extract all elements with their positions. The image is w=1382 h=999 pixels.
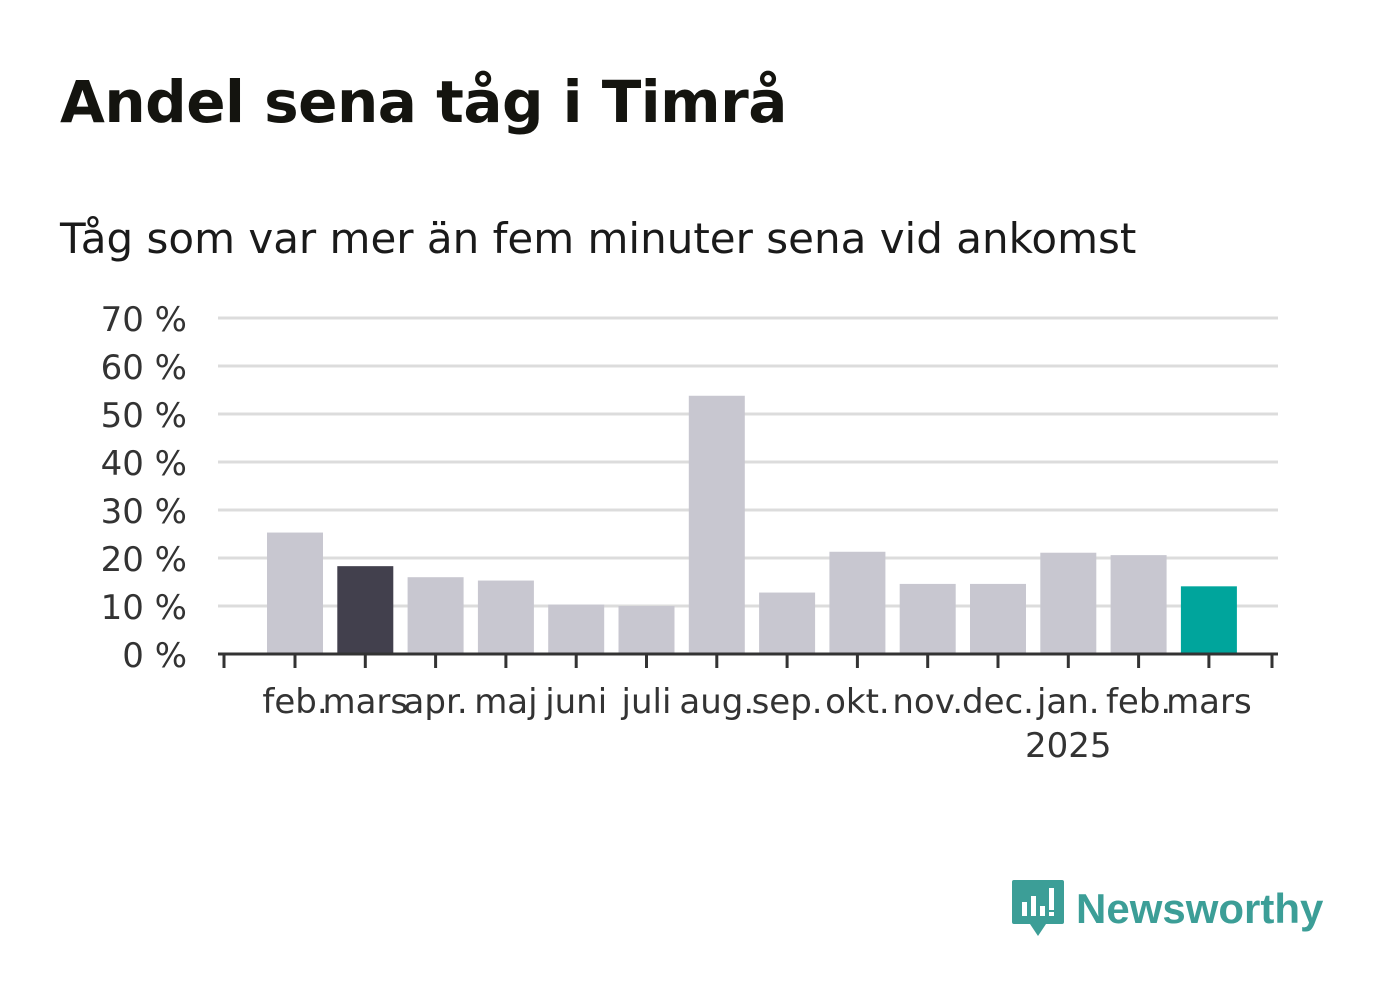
- bar: [267, 532, 323, 654]
- newsworthy-logo: Newsworthy: [1010, 878, 1323, 940]
- bar: [1180, 586, 1237, 654]
- x-tick-label: feb.: [1106, 682, 1171, 722]
- bar: [899, 583, 956, 654]
- bar: [477, 580, 534, 654]
- x-tick-label: feb.: [262, 682, 327, 722]
- bar: [548, 604, 605, 654]
- x-tick-label: juni: [544, 682, 607, 722]
- chart-title: Andel sena tåg i Timrå: [60, 68, 787, 136]
- x-tick-label: okt.: [825, 682, 890, 722]
- x-tick-label: apr.: [404, 682, 468, 722]
- newsworthy-logo-icon: [1012, 880, 1064, 936]
- y-tick-label: 20 %: [101, 540, 187, 580]
- brand-name: Newsworthy: [1076, 885, 1324, 932]
- y-tick-label: 30 %: [101, 492, 187, 532]
- bar: [407, 577, 464, 654]
- bar: [688, 395, 745, 654]
- x-tick-label: dec.: [962, 682, 1034, 722]
- y-tick-label: 40 %: [101, 444, 187, 484]
- bar: [829, 551, 886, 654]
- y-tick-label: 50 %: [101, 396, 187, 436]
- chart-subtitle: Tåg som var mer än fem minuter sena vid …: [60, 214, 1137, 263]
- x-tick-label: mars: [1166, 682, 1252, 722]
- bar: [337, 566, 394, 654]
- x-tick-label: juli: [621, 682, 672, 722]
- x-tick-label: sep.: [752, 682, 823, 722]
- bar: [1110, 555, 1167, 654]
- x-tick-label: jan.: [1036, 682, 1100, 722]
- x-year-label: 2025: [1025, 726, 1112, 766]
- bar: [618, 606, 675, 654]
- x-tick-label: aug.: [679, 682, 754, 722]
- y-tick-label: 70 %: [101, 300, 187, 340]
- x-tick-label: mars: [322, 682, 408, 722]
- y-tick-label: 0 %: [122, 636, 187, 676]
- bar: [970, 583, 1026, 654]
- bar: [759, 592, 816, 654]
- y-tick-label: 10 %: [101, 588, 187, 628]
- y-tick-label: 60 %: [101, 348, 187, 388]
- bar: [1040, 552, 1097, 654]
- x-tick-label: maj: [474, 682, 537, 722]
- x-tick-label: nov.: [892, 682, 963, 722]
